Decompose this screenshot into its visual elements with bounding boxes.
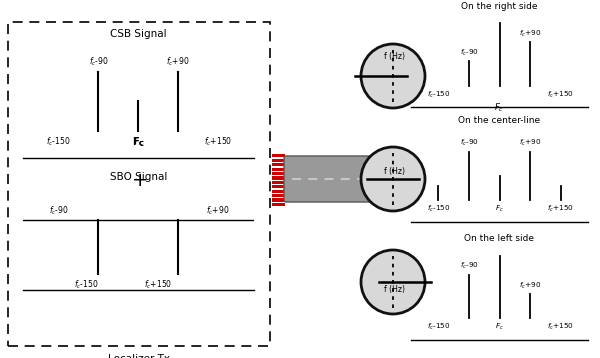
Bar [272,168,285,171]
Text: $f_c$-90: $f_c$-90 [89,55,109,68]
Text: $f_c$-150: $f_c$-150 [427,204,450,214]
Title: On the left side: On the left side [464,234,535,243]
FancyBboxPatch shape [284,156,382,202]
Text: $F_c$: $F_c$ [495,322,504,333]
Text: $f_c$+90: $f_c$+90 [206,204,230,217]
Text: Localizer Tx: Localizer Tx [108,354,170,358]
Bar [272,159,285,162]
Title: On the center-line: On the center-line [458,116,541,125]
Ellipse shape [361,44,425,108]
Text: $f_c$-90: $f_c$-90 [49,204,68,217]
Text: $f_c$+150: $f_c$+150 [547,204,574,214]
Text: $f_c$+90: $f_c$+90 [519,281,541,291]
Bar [272,154,285,158]
Ellipse shape [361,147,425,211]
Text: $\mathbf{F_C}$: $\mathbf{F_C}$ [133,136,144,148]
Text: $f_c$+90: $f_c$+90 [166,55,190,68]
Bar [272,194,285,197]
Text: f (Hz): f (Hz) [384,285,405,294]
Text: f (Hz): f (Hz) [384,167,405,176]
Bar [272,185,285,188]
Bar [272,181,285,184]
Bar [272,163,285,166]
Bar [272,203,285,206]
Title: CSB Signal: CSB Signal [110,29,167,39]
Text: $F_c$: $F_c$ [495,204,504,214]
Text: $f_c$-150: $f_c$-150 [427,322,450,333]
Bar [272,176,285,179]
Text: $f_c$+150: $f_c$+150 [204,136,232,148]
Text: $f_c$+150: $f_c$+150 [547,90,574,100]
Title: SBO Signal: SBO Signal [110,172,167,182]
Text: $f_c$-90: $f_c$-90 [460,48,478,58]
Text: $f_c$+150: $f_c$+150 [144,279,172,291]
Text: $f_c$+90: $f_c$+90 [519,138,541,149]
Bar [272,172,285,175]
Text: $f_c$-90: $f_c$-90 [460,138,478,149]
Ellipse shape [361,250,425,314]
Text: $+$: $+$ [131,170,147,189]
Text: $f_c$-150: $f_c$-150 [46,136,71,148]
Text: $\mathbf{F_C}$: $\mathbf{F_C}$ [131,136,145,149]
Title: On the right side: On the right side [461,2,538,11]
Bar [272,190,285,193]
Text: $F_c$: $F_c$ [494,101,505,113]
Text: $f_c$+150: $f_c$+150 [547,322,574,333]
Text: f (Hz): f (Hz) [384,52,405,61]
Text: $f_c$+90: $f_c$+90 [519,29,541,39]
Text: $f_c$-150: $f_c$-150 [74,279,99,291]
Bar [272,198,285,202]
Text: $f_c$-150: $f_c$-150 [427,90,450,100]
Text: $f_c$-90: $f_c$-90 [460,261,478,271]
